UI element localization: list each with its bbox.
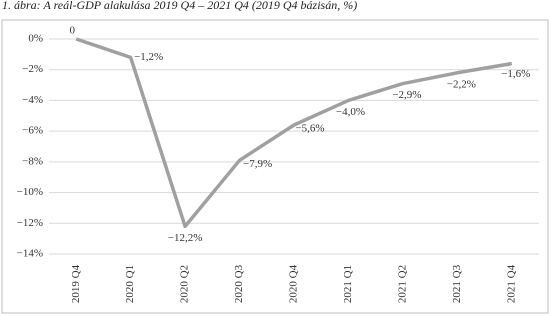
x-tick-label: 2020 Q1 bbox=[124, 265, 136, 303]
data-label: −7,9% bbox=[243, 158, 272, 170]
data-label: −2,9% bbox=[392, 89, 421, 101]
y-tick-label: 0% bbox=[28, 33, 43, 45]
data-label: −1,2% bbox=[134, 51, 163, 63]
x-tick-label: 2020 Q4 bbox=[288, 264, 300, 303]
x-tick-label: 2020 Q2 bbox=[179, 265, 191, 303]
data-label: 0 bbox=[69, 25, 75, 37]
y-tick-label: −8% bbox=[22, 155, 43, 167]
x-tick-label: 2020 Q3 bbox=[233, 264, 245, 303]
chart-title: 1. ábra: A reál-GDP alakulása 2019 Q4 – … bbox=[2, 0, 357, 12]
y-tick-label: −14% bbox=[17, 248, 43, 260]
x-tick-label: 2021 Q4 bbox=[505, 264, 517, 303]
data-label: −1,6% bbox=[501, 68, 530, 80]
x-tick-label: 2019 Q4 bbox=[70, 264, 82, 303]
x-tick-label: 2021 Q1 bbox=[342, 265, 354, 303]
data-label: −2,2% bbox=[447, 78, 476, 90]
y-tick-label: −2% bbox=[22, 63, 43, 75]
y-tick-label: −10% bbox=[17, 186, 43, 198]
y-tick-label: −6% bbox=[22, 125, 43, 137]
data-line bbox=[75, 37, 513, 229]
y-tick-label: −4% bbox=[22, 94, 43, 106]
x-tick-label: 2021 Q2 bbox=[396, 265, 408, 303]
chart-frame bbox=[1, 19, 549, 314]
y-tick-label: −12% bbox=[17, 217, 43, 229]
x-tick-label: 2021 Q3 bbox=[451, 264, 463, 303]
data-label: −12,2% bbox=[168, 232, 203, 244]
data-label: −4,0% bbox=[336, 106, 365, 118]
data-label: −5,6% bbox=[295, 123, 324, 135]
